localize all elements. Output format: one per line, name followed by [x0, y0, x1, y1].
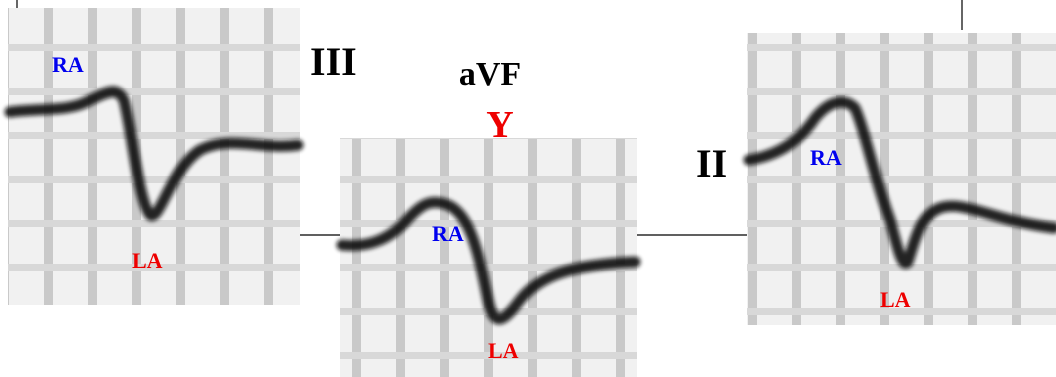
ra-label: RA [810, 145, 842, 170]
ra-label: RA [432, 221, 464, 246]
la-label: LA [488, 338, 519, 363]
lead-label: III [310, 39, 357, 84]
la-label: LA [880, 287, 911, 312]
ra-label: RA [52, 52, 84, 77]
axis-label: Y [486, 104, 513, 146]
lead-label: II [696, 141, 727, 186]
slide: III RA LA aVF Y RA LA II RA LA [0, 0, 1056, 377]
lead-label: aVF [459, 56, 521, 93]
ecg-panel [747, 33, 1056, 325]
la-label: LA [132, 248, 163, 273]
